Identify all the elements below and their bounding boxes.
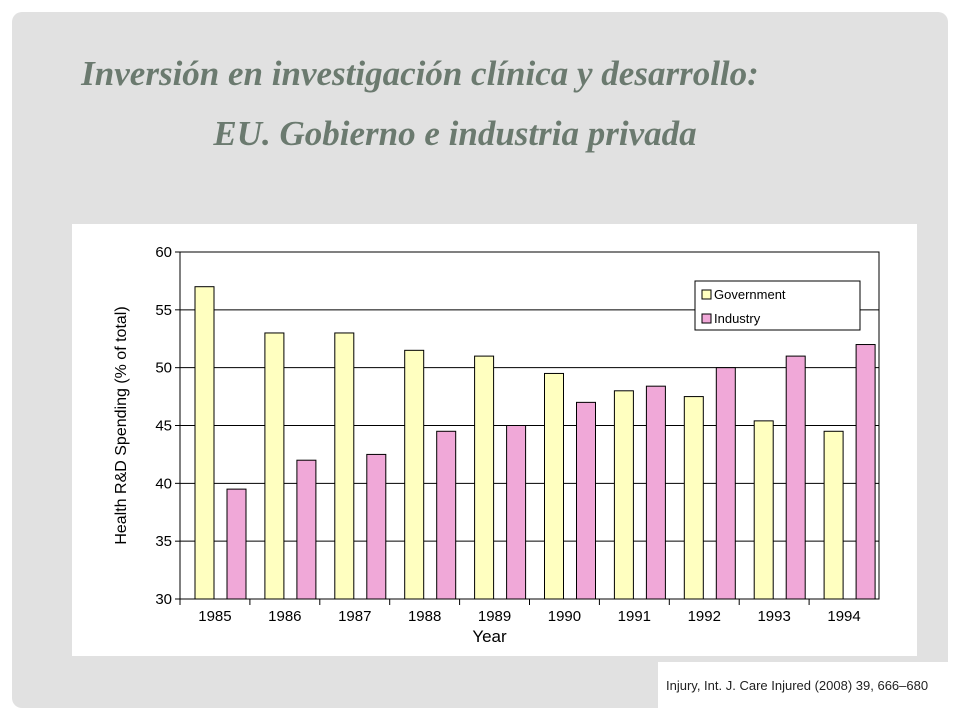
citation-box: Injury, Int. J. Care Injured (2008) 39, … bbox=[658, 662, 954, 714]
bar-industry bbox=[715, 367, 736, 600]
y-axis-title: Health R&D Spending (% of total) bbox=[113, 306, 130, 544]
bar-government bbox=[613, 390, 634, 600]
bar-government bbox=[404, 349, 425, 600]
x-tick-label: 1991 bbox=[618, 608, 651, 625]
bar-government bbox=[194, 286, 215, 600]
bar-industry bbox=[296, 459, 317, 600]
bar-industry bbox=[506, 425, 527, 600]
slide-title-line2: EU. Gobierno e industria privada bbox=[213, 114, 697, 153]
bar-industry bbox=[366, 453, 387, 600]
x-tick-label: 1988 bbox=[408, 608, 441, 625]
bar-chart: 30 35 40 45 50 55 60 1985 1986 1987 1988 1989 1990 19… bbox=[113, 244, 880, 646]
x-tick-label: 1994 bbox=[827, 608, 860, 625]
x-tick-label: 1986 bbox=[268, 608, 301, 625]
x-tick-label: 1992 bbox=[688, 608, 721, 625]
bar-government bbox=[474, 355, 495, 600]
legend-label-industry: Industry bbox=[714, 311, 761, 326]
legend bbox=[694, 280, 861, 331]
legend-swatch-industry bbox=[701, 313, 712, 324]
x-tick-label: 1987 bbox=[338, 608, 371, 625]
x-tick-label: 1990 bbox=[548, 608, 581, 625]
bar-industry bbox=[785, 355, 806, 600]
y-tick-label: 35 bbox=[155, 533, 172, 550]
x-tick-label: 1989 bbox=[478, 608, 511, 625]
bar-government bbox=[683, 396, 704, 600]
y-tick-label: 45 bbox=[155, 418, 172, 435]
legend-swatch-government bbox=[701, 289, 712, 300]
bar-government bbox=[334, 332, 355, 600]
citation-text: Injury, Int. J. Care Injured (2008) 39, … bbox=[666, 678, 929, 693]
x-axis-title: Year bbox=[472, 627, 507, 646]
bar-government bbox=[544, 372, 564, 600]
bar-industry bbox=[576, 401, 596, 600]
chart-panel: 30 35 40 45 50 55 60 1985 1986 1987 1988 1989 1990 19… bbox=[72, 224, 917, 656]
y-tick-label: 50 bbox=[155, 360, 172, 377]
y-tick-label: 40 bbox=[155, 475, 172, 492]
bar-industry bbox=[436, 430, 457, 600]
y-tick-label: 60 bbox=[155, 244, 172, 261]
bar-government bbox=[823, 430, 844, 600]
bar-industry bbox=[645, 385, 666, 600]
bar-industry bbox=[855, 344, 876, 600]
y-tick-label: 55 bbox=[155, 302, 172, 319]
bar-government bbox=[753, 420, 774, 600]
slide-title-line1: Inversión en investigación clínica y des… bbox=[81, 54, 759, 93]
legend-label-government: Government bbox=[714, 287, 786, 302]
bar-industry bbox=[226, 488, 247, 600]
bar-government bbox=[264, 332, 285, 600]
y-tick-label: 30 bbox=[155, 591, 172, 608]
x-tick-label: 1985 bbox=[198, 608, 231, 625]
x-tick-label: 1993 bbox=[757, 608, 790, 625]
